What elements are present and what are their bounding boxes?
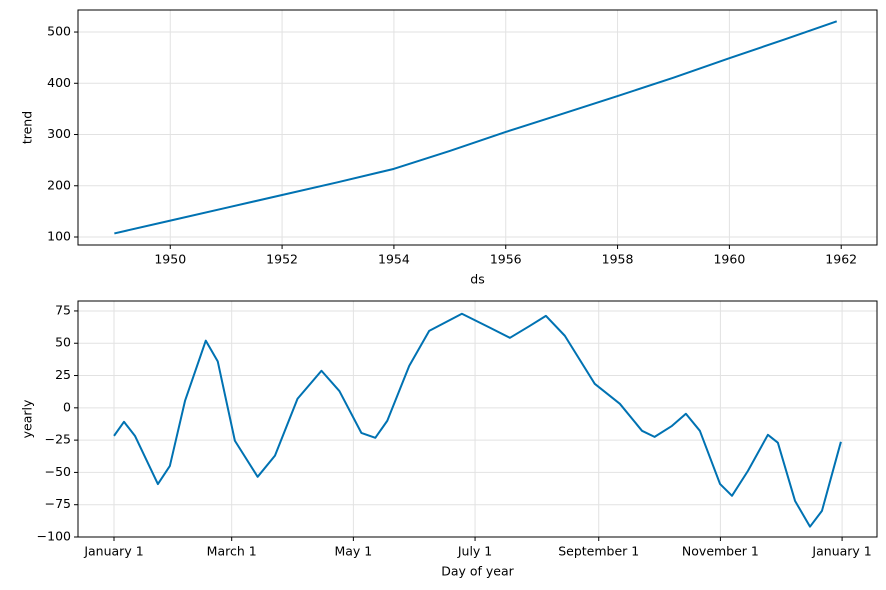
y-tick-label: −75 (45, 496, 71, 511)
y-tick-label: −50 (45, 464, 71, 479)
y-tick-label: 0 (63, 399, 71, 414)
y-tick-label: 75 (55, 302, 71, 317)
y-tick-label: 200 (47, 177, 71, 192)
y-tick-label: 300 (47, 126, 71, 141)
x-tick-label: 1962 (825, 252, 857, 267)
series-line (113, 312, 842, 528)
series-line (114, 20, 838, 235)
plot-frame (77, 300, 878, 538)
x-tick-label: January 1 (811, 544, 871, 559)
x-tick-label: September 1 (558, 544, 639, 559)
x-tick-label: May 1 (334, 544, 372, 559)
x-tick-label: 1950 (154, 252, 186, 267)
x-tick-label: July 1 (457, 544, 492, 559)
x-tick-label: 1958 (602, 252, 634, 267)
y-tick-label: 25 (55, 367, 71, 382)
x-tick-label: 1954 (378, 252, 410, 267)
y-tick-label: 100 (47, 229, 71, 244)
y-tick-label: 50 (55, 335, 71, 350)
x-axis-label: Day of year (441, 564, 514, 579)
y-tick-label: −100 (37, 529, 71, 544)
x-tick-label: 1960 (713, 252, 745, 267)
y-axis-label: trend (20, 111, 35, 144)
plot-frame (77, 9, 878, 246)
x-axis-label: ds (470, 272, 484, 287)
x-tick-label: March 1 (207, 544, 257, 559)
x-tick-label: 1952 (266, 252, 298, 267)
x-tick-label: 1956 (490, 252, 522, 267)
y-tick-label: 500 (47, 24, 71, 39)
y-axis-label: yearly (20, 399, 35, 438)
y-tick-label: −25 (45, 432, 71, 447)
x-tick-label: November 1 (682, 544, 759, 559)
y-tick-label: 400 (47, 75, 71, 90)
x-tick-label: January 1 (83, 544, 143, 559)
